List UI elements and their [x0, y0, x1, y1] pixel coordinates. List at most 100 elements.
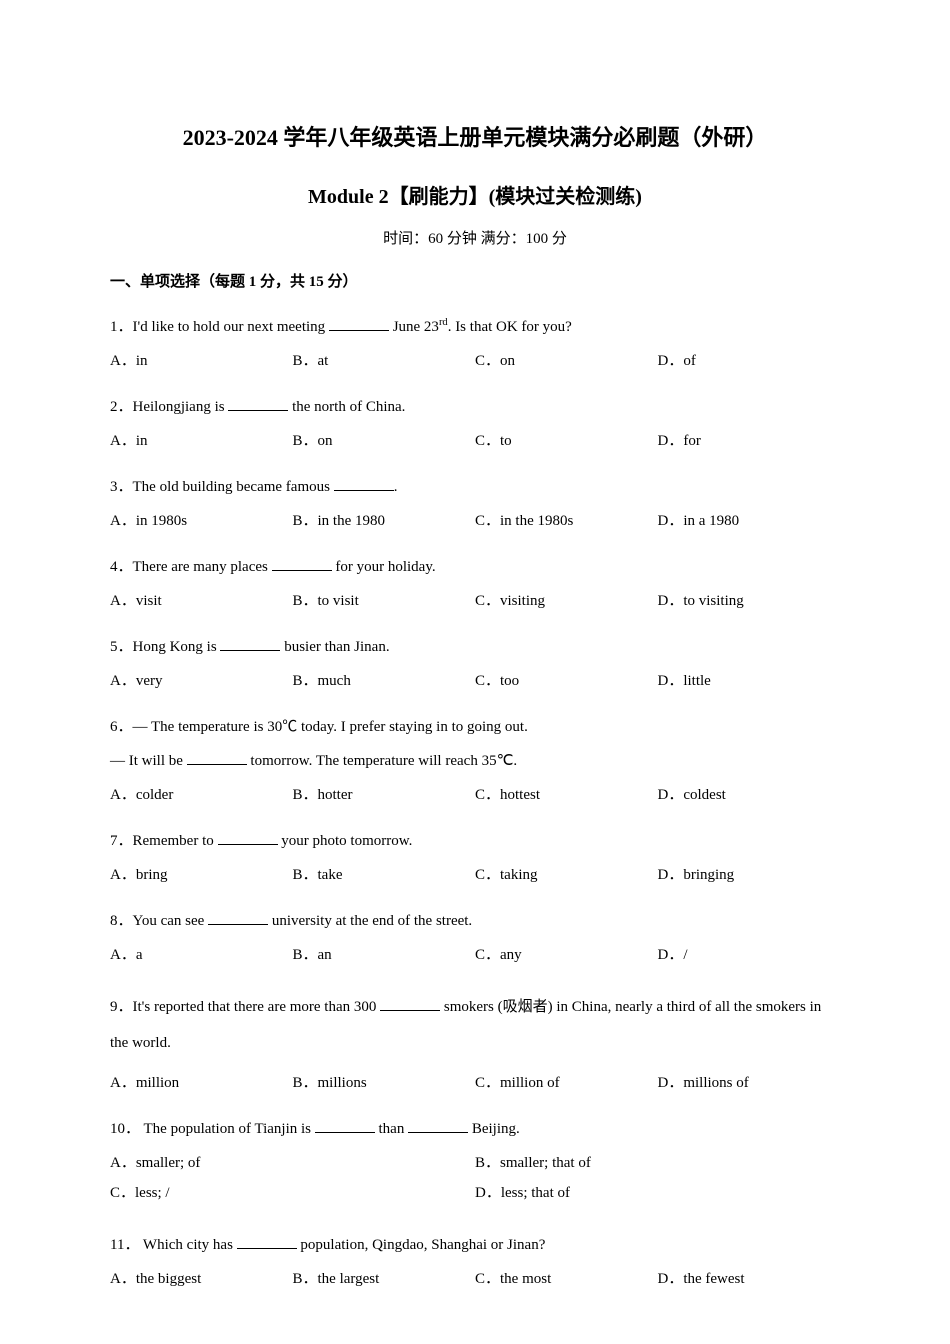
blank — [228, 396, 288, 411]
question-3: 3．The old building became famous . A．in … — [110, 475, 840, 533]
option-c: C．the most — [475, 1267, 658, 1291]
blank — [220, 636, 280, 651]
option-d: D．for — [658, 429, 841, 453]
q-subpost: tomorrow. The temperature will reach 35℃… — [247, 753, 518, 769]
option-c: C．visiting — [475, 589, 658, 613]
option-d: D．bringing — [658, 863, 841, 887]
q-pre: The population of Tianjin is — [140, 1121, 315, 1137]
question-4: 4．There are many places for your holiday… — [110, 555, 840, 613]
option-a: A．million — [110, 1071, 293, 1095]
q-pre: The old building became famous — [133, 479, 334, 495]
q-num: 2． — [110, 399, 133, 415]
q-mid: than — [375, 1121, 408, 1137]
page-title: 2023-2024 学年八年级英语上册单元模块满分必刷题（外研） — [110, 120, 840, 152]
q-pre: It's reported that there are more than 3… — [133, 999, 381, 1015]
option-d: D．less; that of — [475, 1181, 840, 1205]
q-post: . — [394, 479, 398, 495]
option-d: D．/ — [658, 943, 841, 967]
option-b: B．hotter — [293, 783, 476, 807]
question-6: 6．— The temperature is 30℃ today. I pref… — [110, 715, 840, 807]
question-9: 9．It's reported that there are more than… — [110, 989, 840, 1095]
option-c: C．hottest — [475, 783, 658, 807]
option-b: B．the largest — [293, 1267, 476, 1291]
option-a: A．bring — [110, 863, 293, 887]
option-d: D．to visiting — [658, 589, 841, 613]
q-num: 5． — [110, 639, 133, 655]
q-num: 4． — [110, 559, 133, 575]
blank — [329, 316, 389, 331]
blank — [237, 1234, 297, 1249]
option-c: C．too — [475, 669, 658, 693]
exam-meta: 时间：60 分钟 满分：100 分 — [110, 227, 840, 248]
question-8: 8．You can see university at the end of t… — [110, 909, 840, 967]
blank — [408, 1118, 468, 1133]
option-c: C．less; / — [110, 1181, 475, 1205]
option-a: A．a — [110, 943, 293, 967]
q-num: 6． — [110, 719, 133, 735]
q-sup: rd — [439, 317, 448, 328]
q-num: 10． — [110, 1121, 140, 1137]
option-b: B．smaller; that of — [475, 1151, 840, 1175]
blank — [380, 996, 440, 1011]
q-post: population, Qingdao, Shanghai or Jinan? — [297, 1237, 546, 1253]
option-c: C．on — [475, 349, 658, 373]
question-5: 5．Hong Kong is busier than Jinan. A．very… — [110, 635, 840, 693]
blank — [272, 556, 332, 571]
option-a: A．very — [110, 669, 293, 693]
option-d: D．of — [658, 349, 841, 373]
option-b: B．millions — [293, 1071, 476, 1095]
q-pre: Hong Kong is — [133, 639, 221, 655]
q-pre: Heilongjiang is — [133, 399, 229, 415]
blank — [208, 910, 268, 925]
option-a: A．in — [110, 349, 293, 373]
q-num: 11． — [110, 1237, 139, 1253]
option-c: C．million of — [475, 1071, 658, 1095]
q-pre: Which city has — [139, 1237, 236, 1253]
q-pre: — The temperature is 30℃ today. I prefer… — [133, 719, 528, 735]
option-b: B．take — [293, 863, 476, 887]
q-pre: Remember to — [133, 833, 218, 849]
q-post: your photo tomorrow. — [278, 833, 413, 849]
q-post: busier than Jinan. — [280, 639, 389, 655]
q-post: for your holiday. — [332, 559, 436, 575]
page-subtitle: Module 2【刷能力】(模块过关检测练) — [110, 180, 840, 209]
q-post: the north of China. — [288, 399, 405, 415]
q-num: 7． — [110, 833, 133, 849]
question-7: 7．Remember to your photo tomorrow. A．bri… — [110, 829, 840, 887]
option-a: A．colder — [110, 783, 293, 807]
option-a: A．in — [110, 429, 293, 453]
option-b: B．an — [293, 943, 476, 967]
q-pre: There are many places — [133, 559, 272, 575]
option-a: A．visit — [110, 589, 293, 613]
option-b: B．much — [293, 669, 476, 693]
blank — [218, 830, 278, 845]
q-num: 3． — [110, 479, 133, 495]
option-c: C．taking — [475, 863, 658, 887]
question-1: 1．I'd like to hold our next meeting June… — [110, 315, 840, 373]
option-a: A．the biggest — [110, 1267, 293, 1291]
option-b: B．in the 1980 — [293, 509, 476, 533]
option-a: A．in 1980s — [110, 509, 293, 533]
option-b: B．to visit — [293, 589, 476, 613]
q-tail: . Is that OK for you? — [448, 319, 572, 335]
q-pre: I'd like to hold our next meeting — [133, 319, 329, 335]
option-d: D．the fewest — [658, 1267, 841, 1291]
q-num: 9． — [110, 999, 133, 1015]
q-post: university at the end of the street. — [268, 913, 472, 929]
option-c: C．in the 1980s — [475, 509, 658, 533]
question-2: 2．Heilongjiang is the north of China. A．… — [110, 395, 840, 453]
option-c: C．any — [475, 943, 658, 967]
q-num: 1． — [110, 319, 133, 335]
option-c: C．to — [475, 429, 658, 453]
q-post: Beijing. — [468, 1121, 520, 1137]
option-d: D．coldest — [658, 783, 841, 807]
option-d: D．little — [658, 669, 841, 693]
option-b: B．at — [293, 349, 476, 373]
q-subpre: — It will be — [110, 753, 187, 769]
option-a: A．smaller; of — [110, 1151, 475, 1175]
blank — [334, 476, 394, 491]
q-num: 8． — [110, 913, 133, 929]
option-b: B．on — [293, 429, 476, 453]
blank — [187, 750, 247, 765]
option-d: D．millions of — [658, 1071, 841, 1095]
